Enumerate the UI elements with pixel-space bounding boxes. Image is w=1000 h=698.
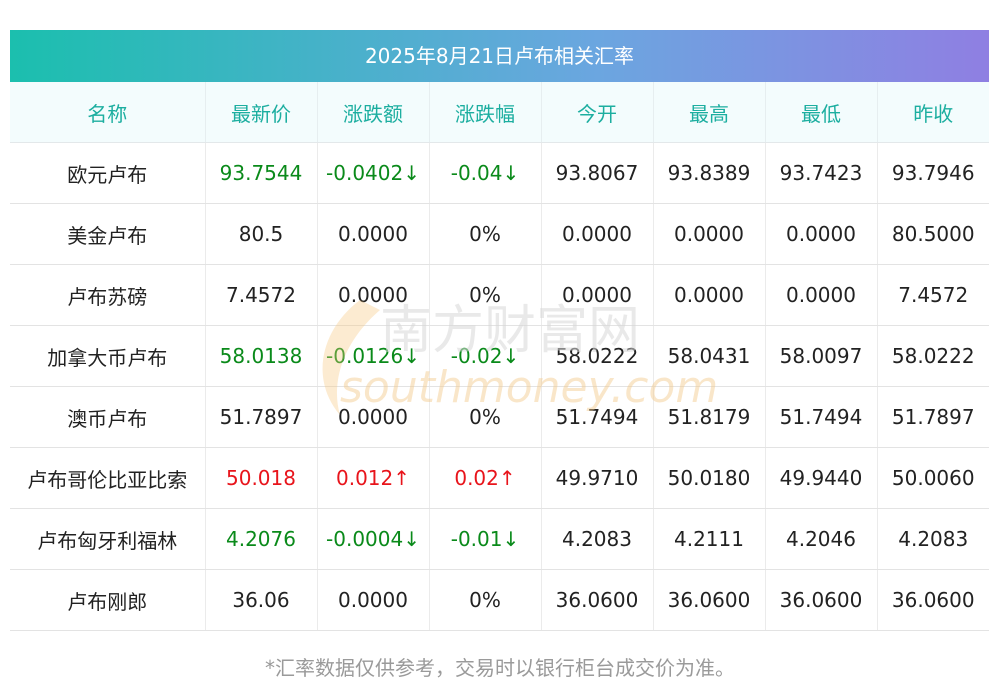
cell-prev: 36.0600: [877, 569, 989, 631]
cell-change: 0.0000: [317, 386, 430, 448]
cell-prev: 4.2083: [877, 508, 989, 570]
cell-latest: 93.7544: [205, 142, 318, 204]
cell-name: 加拿大币卢布: [10, 325, 206, 387]
table-body: 欧元卢布 93.7544 -0.0402↓ -0.04↓ 93.8067 93.…: [10, 142, 989, 631]
table-row: 卢布匈牙利福林 4.2076 -0.0004↓ -0.01↓ 4.2083 4.…: [10, 508, 989, 570]
cell-high: 50.0180: [653, 447, 766, 509]
col-header-open: 今开: [541, 82, 654, 143]
cell-prev: 58.0222: [877, 325, 989, 387]
col-header-change: 涨跌额: [317, 82, 430, 143]
col-header-high: 最高: [653, 82, 766, 143]
col-header-latest: 最新价: [205, 82, 318, 143]
cell-pct: 0%: [429, 569, 542, 631]
cell-name: 澳币卢布: [10, 386, 206, 448]
header-row: 名称 最新价 涨跌额 涨跌幅 今开 最高 最低 昨收: [10, 82, 989, 143]
table-row: 卢布刚郎 36.06 0.0000 0% 36.0600 36.0600 36.…: [10, 569, 989, 631]
cell-pct: 0%: [429, 264, 542, 326]
cell-latest: 58.0138: [205, 325, 318, 387]
cell-high: 58.0431: [653, 325, 766, 387]
cell-change: -0.0004↓: [317, 508, 430, 570]
col-header-name: 名称: [10, 82, 206, 143]
cell-latest: 7.4572: [205, 264, 318, 326]
cell-open: 4.2083: [541, 508, 654, 570]
rate-table: 名称 最新价 涨跌额 涨跌幅 今开 最高 最低 昨收 欧元卢布 93.7544 …: [10, 82, 989, 631]
footnote: *汇率数据仅供参考，交易时以银行柜台成交价为准。: [265, 656, 735, 680]
cell-latest: 80.5: [205, 203, 318, 265]
cell-high: 0.0000: [653, 203, 766, 265]
table-row: 加拿大币卢布 58.0138 -0.0126↓ -0.02↓ 58.0222 5…: [10, 325, 989, 387]
cell-low: 4.2046: [765, 508, 878, 570]
cell-latest: 51.7897: [205, 386, 318, 448]
cell-open: 0.0000: [541, 264, 654, 326]
col-header-prev: 昨收: [877, 82, 989, 143]
cell-open: 93.8067: [541, 142, 654, 204]
cell-prev: 80.5000: [877, 203, 989, 265]
cell-high: 4.2111: [653, 508, 766, 570]
cell-low: 49.9440: [765, 447, 878, 509]
cell-change: -0.0126↓: [317, 325, 430, 387]
cell-change: 0.012↑: [317, 447, 430, 509]
cell-pct: 0%: [429, 386, 542, 448]
cell-low: 93.7423: [765, 142, 878, 204]
cell-high: 93.8389: [653, 142, 766, 204]
cell-low: 36.0600: [765, 569, 878, 631]
cell-prev: 50.0060: [877, 447, 989, 509]
cell-open: 36.0600: [541, 569, 654, 631]
cell-open: 51.7494: [541, 386, 654, 448]
cell-high: 0.0000: [653, 264, 766, 326]
table-row: 卢布哥伦比亚比索 50.018 0.012↑ 0.02↑ 49.9710 50.…: [10, 447, 989, 509]
cell-pct: 0.02↑: [429, 447, 542, 509]
cell-open: 58.0222: [541, 325, 654, 387]
cell-pct: 0%: [429, 203, 542, 265]
cell-pct: -0.02↓: [429, 325, 542, 387]
cell-name: 卢布刚郎: [10, 569, 206, 631]
cell-pct: -0.04↓: [429, 142, 542, 204]
cell-change: 0.0000: [317, 264, 430, 326]
cell-open: 0.0000: [541, 203, 654, 265]
cell-pct: -0.01↓: [429, 508, 542, 570]
cell-latest: 36.06: [205, 569, 318, 631]
cell-name: 卢布哥伦比亚比索: [10, 447, 206, 509]
cell-low: 0.0000: [765, 264, 878, 326]
cell-change: 0.0000: [317, 203, 430, 265]
col-header-pct: 涨跌幅: [429, 82, 542, 143]
cell-low: 58.0097: [765, 325, 878, 387]
cell-name: 卢布匈牙利福林: [10, 508, 206, 570]
cell-prev: 93.7946: [877, 142, 989, 204]
cell-change: 0.0000: [317, 569, 430, 631]
cell-change: -0.0402↓: [317, 142, 430, 204]
cell-open: 49.9710: [541, 447, 654, 509]
cell-high: 51.8179: [653, 386, 766, 448]
cell-name: 欧元卢布: [10, 142, 206, 204]
cell-low: 0.0000: [765, 203, 878, 265]
col-header-low: 最低: [765, 82, 878, 143]
table-row: 澳币卢布 51.7897 0.0000 0% 51.7494 51.8179 5…: [10, 386, 989, 448]
cell-low: 51.7494: [765, 386, 878, 448]
table-title: 2025年8月21日卢布相关汇率: [10, 30, 989, 82]
rate-table-container: 2025年8月21日卢布相关汇率 名称 最新价 涨跌额 涨跌幅 今开 最高 最低…: [10, 30, 989, 631]
cell-name: 美金卢布: [10, 203, 206, 265]
cell-high: 36.0600: [653, 569, 766, 631]
cell-latest: 4.2076: [205, 508, 318, 570]
cell-latest: 50.018: [205, 447, 318, 509]
table-row: 欧元卢布 93.7544 -0.0402↓ -0.04↓ 93.8067 93.…: [10, 142, 989, 204]
table-row: 卢布苏磅 7.4572 0.0000 0% 0.0000 0.0000 0.00…: [10, 264, 989, 326]
cell-prev: 51.7897: [877, 386, 989, 448]
cell-name: 卢布苏磅: [10, 264, 206, 326]
cell-prev: 7.4572: [877, 264, 989, 326]
table-row: 美金卢布 80.5 0.0000 0% 0.0000 0.0000 0.0000…: [10, 203, 989, 265]
